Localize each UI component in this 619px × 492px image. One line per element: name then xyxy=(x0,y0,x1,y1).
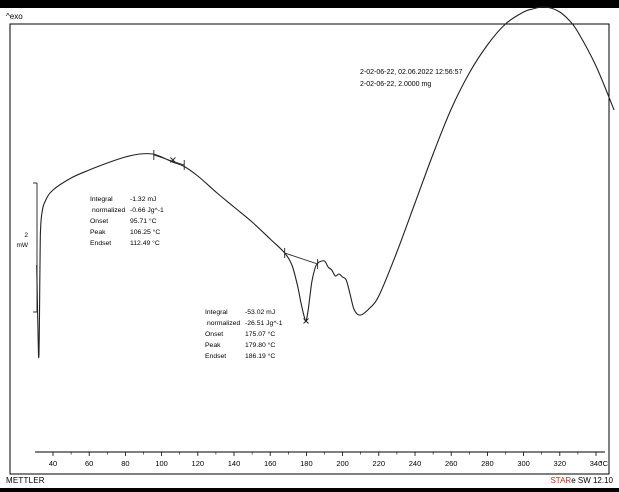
x-tick-label: 200 xyxy=(336,459,349,468)
ann1-endset-value: 112.49 °C xyxy=(130,239,160,247)
ann1-peak-label: Peak xyxy=(90,229,106,236)
x-tick-label: 340 xyxy=(590,459,603,468)
ann2-peak-label: Peak xyxy=(205,342,221,349)
integration-baselines xyxy=(153,154,318,265)
x-tick-label: 40 xyxy=(49,459,57,468)
sample-info-line2: 2-02-06-22, 2.0000 mg xyxy=(360,81,431,88)
plot-frame xyxy=(9,23,610,475)
x-tick-label: 260 xyxy=(445,459,458,468)
ann2-peak-value: 179.80 °C xyxy=(245,341,275,349)
x-tick-label: 140 xyxy=(228,459,241,468)
x-tick-label: 220 xyxy=(373,459,386,468)
software-suffix: e SW 12.10 xyxy=(571,476,613,485)
top-border xyxy=(0,0,619,8)
ann2-normalized-label: normalized xyxy=(207,320,240,327)
peak2-annotation: Integral -53.02 mJ normalized -26.51 Jg^… xyxy=(205,309,283,360)
peak-marker xyxy=(170,157,176,163)
ann2-endset-label: Endset xyxy=(205,353,226,360)
scale-bar-value: 2 xyxy=(24,232,28,239)
ann2-onset-label: Onset xyxy=(205,331,223,338)
exo-label: ^exo xyxy=(6,12,23,21)
x-tick-label: 320 xyxy=(554,459,567,468)
x-tick-label: 120 xyxy=(192,459,205,468)
sample-info-line1: 2-02-06-22, 02.06.2022 12:56:57 xyxy=(360,69,462,76)
ann2-normalized-value: -26.51 Jg^-1 xyxy=(245,320,283,327)
ann1-onset-value: 95.71 °C xyxy=(130,217,157,225)
x-tick-label: 160 xyxy=(264,459,277,468)
scale-bar-unit: mW xyxy=(16,242,28,249)
evaluation-markers xyxy=(153,150,319,324)
brand-label: METTLER xyxy=(6,476,45,485)
x-axis-unit: °C xyxy=(600,459,609,468)
ann1-onset-label: Onset xyxy=(90,218,108,225)
x-tick-label: 80 xyxy=(121,459,129,468)
ann1-peak-value: 106.25 °C xyxy=(130,228,160,236)
ann1-normalized-label: normalized xyxy=(92,207,125,214)
dsc-curve xyxy=(36,6,615,358)
x-tick-label: 280 xyxy=(481,459,494,468)
x-tick-label: 180 xyxy=(300,459,313,468)
ann1-integral-label: Integral xyxy=(90,196,113,203)
software-prefix: STAR xyxy=(550,476,572,485)
ann2-onset-value: 175.07 °C xyxy=(245,330,275,338)
x-tick-label: 240 xyxy=(409,459,422,468)
software-version: STARe SW 12.10 xyxy=(550,476,613,485)
ann2-integral-value: -53.02 mJ xyxy=(245,309,275,316)
bottom-border xyxy=(0,488,619,492)
ann1-normalized-value: -0.66 Jg^-1 xyxy=(130,207,164,214)
peak1-annotation: Integral -1.32 mJ normalized -0.66 Jg^-1… xyxy=(90,196,164,247)
x-axis-ticks: 40 60 80 100 120 140 160 180 200 220 240 260 280 300 3… xyxy=(49,452,602,468)
ann2-integral-label: Integral xyxy=(205,309,228,316)
ann1-endset-label: Endset xyxy=(90,240,111,247)
integration-baseline xyxy=(153,154,185,166)
x-tick-label: 100 xyxy=(155,459,168,468)
ann1-integral-value: -1.32 mJ xyxy=(130,196,156,203)
peak-marker xyxy=(303,318,309,324)
integration-baseline xyxy=(284,252,318,265)
x-tick-label: 300 xyxy=(517,459,530,468)
x-tick-label: 60 xyxy=(85,459,93,468)
ann2-endset-value: 186.19 °C xyxy=(245,352,275,360)
